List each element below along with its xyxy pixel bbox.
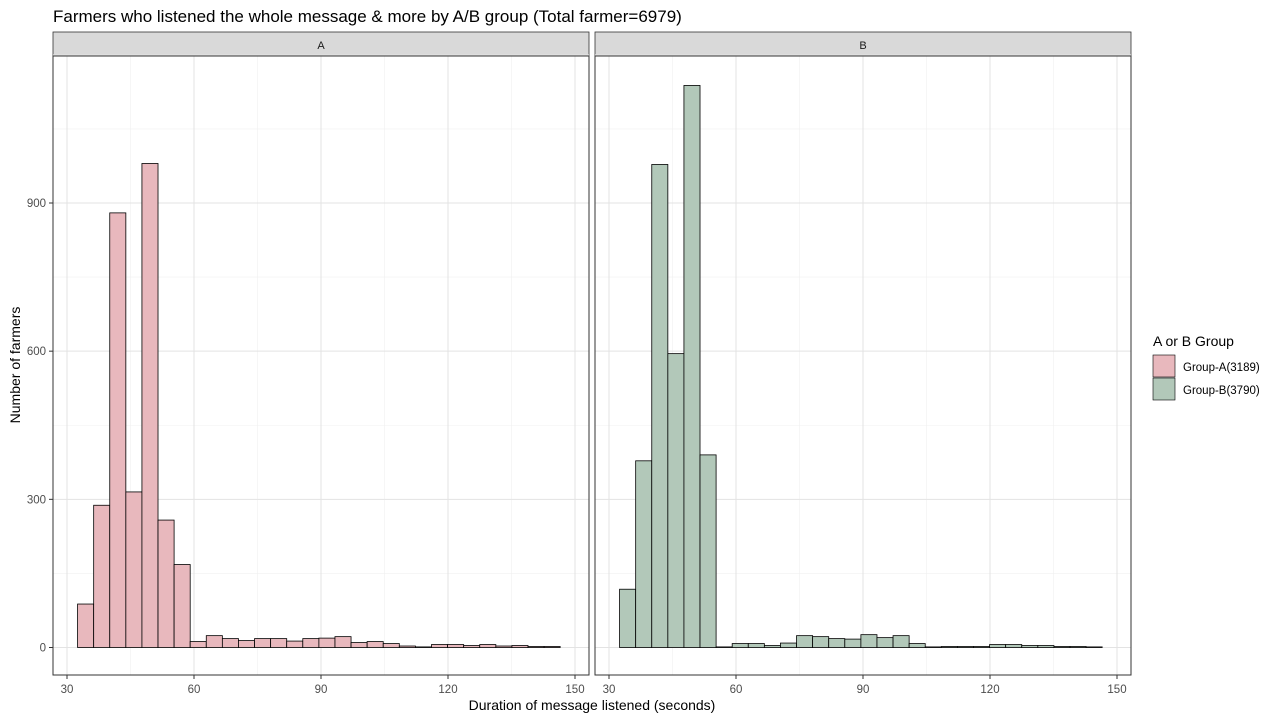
y-tick-label: 900: [27, 198, 46, 210]
legend: A or B Group Group-A(3189) Group-B(3790): [1152, 333, 1260, 401]
bar-a-21: [415, 646, 432, 648]
bar-b-4: [683, 85, 701, 648]
bar-a-28: [527, 646, 545, 648]
bar-b-7: [731, 643, 749, 648]
x-tick-label: 60: [188, 684, 201, 696]
bar-a-5: [157, 519, 175, 648]
bar-b-19: [924, 646, 942, 648]
bar-a-24: [463, 645, 481, 648]
bar-a-17: [350, 642, 368, 648]
bar-b-10: [780, 642, 797, 648]
bar-a-11: [254, 638, 272, 648]
bar-b-18: [908, 643, 926, 648]
x-tick-label: 90: [857, 684, 870, 696]
x-tick-label: 150: [565, 684, 584, 696]
bar-a-4: [141, 163, 159, 648]
bar-a-18: [366, 641, 384, 648]
legend-key-group-b: [1152, 377, 1176, 401]
x-tick-label: 30: [603, 684, 616, 696]
bar-b-27: [1053, 646, 1071, 648]
bar-b-12: [812, 636, 830, 648]
bar-a-16: [334, 636, 352, 648]
bar-b-9: [763, 645, 781, 648]
bar-b-6: [715, 646, 733, 648]
legend-title: A or B Group: [1153, 333, 1234, 349]
bar-b-25: [1021, 645, 1039, 648]
bar-b-2: [651, 164, 669, 648]
bar-b-17: [892, 635, 910, 648]
bar-b-16: [876, 637, 894, 648]
x-tick-label: 120: [438, 684, 457, 696]
bar-a-0: [77, 603, 95, 648]
bar-a-19: [382, 643, 400, 648]
bar-a-10: [238, 640, 255, 648]
bar-a-8: [205, 635, 223, 648]
bar-a-1: [93, 504, 111, 648]
bar-a-23: [447, 644, 465, 648]
bar-b-21: [957, 646, 974, 648]
panel-a: A 30 60 90 120 150 0 300 600 900: [27, 31, 590, 696]
bar-b-29: [1085, 646, 1103, 648]
strip-label-a: A: [317, 40, 325, 52]
panel-b: B 30 60 90 120 150: [594, 31, 1132, 696]
bar-b-20: [940, 646, 958, 648]
bar-a-27: [511, 645, 529, 648]
bar-a-25: [479, 644, 497, 648]
bar-a-7: [189, 641, 207, 648]
x-tick-label: 60: [730, 684, 743, 696]
bar-a-3: [125, 491, 143, 648]
chart-title: Farmers who listened the whole message &…: [53, 7, 682, 26]
bar-b-3: [667, 353, 685, 648]
bar-a-12: [270, 638, 288, 648]
bar-a-22: [431, 644, 448, 648]
bar-a-15: [318, 637, 336, 648]
bar-a-13: [286, 640, 304, 648]
x-tick-label: 30: [61, 684, 74, 696]
x-tick-label: 150: [1107, 684, 1126, 696]
bar-a-14: [302, 638, 320, 648]
bar-b-22: [973, 646, 990, 648]
strip-a: [52, 31, 590, 57]
bar-b-5: [699, 454, 717, 648]
bar-b-23: [989, 644, 1007, 648]
legend-label-group-b: Group-B(3790): [1183, 385, 1260, 397]
bar-a-20: [398, 645, 416, 648]
strip-b: [594, 31, 1132, 57]
bar-b-8: [747, 643, 765, 648]
bar-b-15: [860, 634, 878, 648]
x-tick-label: 120: [980, 684, 999, 696]
x-tick-label: 90: [315, 684, 328, 696]
y-tick-label: 600: [27, 346, 46, 358]
strip-label-b: B: [859, 40, 866, 52]
legend-label-group-a: Group-A(3189): [1183, 362, 1260, 374]
bar-a-29: [543, 646, 561, 648]
bar-b-26: [1037, 645, 1055, 648]
bar-b-0: [619, 588, 637, 648]
bar-b-24: [1005, 644, 1023, 648]
panels-layer: A 30 60 90 120 150 0 300 600 900 B 30 60 90 120 150: [27, 31, 1132, 696]
bar-a-2: [109, 212, 127, 648]
bar-b-14: [844, 638, 862, 648]
y-tick-label: 300: [27, 494, 46, 506]
bar-b-11: [796, 635, 814, 648]
bar-a-6: [173, 564, 191, 648]
x-axis-title: Duration of message listened (seconds): [469, 697, 716, 713]
bar-b-28: [1069, 646, 1087, 648]
bar-a-9: [221, 638, 239, 648]
y-tick-label: 0: [40, 643, 46, 655]
y-axis-title: Number of farmers: [7, 307, 23, 424]
legend-key-group-a: [1152, 354, 1176, 378]
bar-b-1: [635, 460, 653, 648]
bar-a-26: [495, 645, 513, 648]
bar-b-13: [828, 638, 846, 648]
